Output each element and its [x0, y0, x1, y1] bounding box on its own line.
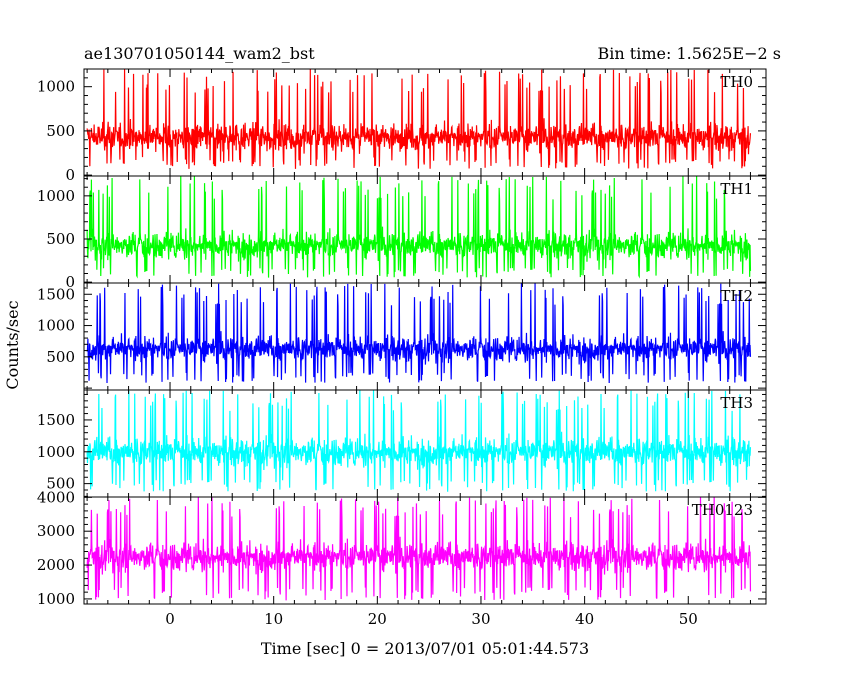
y-tick-label: 1000 [37, 443, 75, 461]
panel-th1: 0 500 1000 TH1 [37, 175, 767, 291]
series-th0 [86, 69, 752, 169]
series-th3 [86, 390, 752, 492]
panel-label: TH2 [720, 287, 753, 305]
y-tick-label: 0 [65, 273, 75, 291]
series-th2 [86, 283, 752, 383]
y-tick-label: 1000 [37, 317, 75, 335]
y-tick-label: 1000 [37, 187, 75, 205]
series-th0123 [86, 497, 752, 601]
chart-title-right: Bin time: 1.5625E−2 s [598, 44, 781, 63]
y-tick-label: 3000 [37, 522, 75, 540]
x-tick-label: 40 [575, 610, 594, 628]
x-tick-label: 50 [679, 610, 698, 628]
y-tick-label: 500 [46, 348, 75, 366]
panel-frame [83, 496, 767, 605]
panel-th2: 500 1000 1500 TH2 [37, 282, 767, 391]
y-tick-label: 1500 [37, 285, 75, 303]
panel-th3: 500 1000 1500 TH3 [37, 389, 767, 498]
y-tick-label: 2000 [37, 556, 75, 574]
y-tick-label: 0 [65, 166, 75, 184]
series-th1 [86, 176, 752, 279]
y-tick-label: 500 [46, 475, 75, 493]
y-tick-label: 1000 [37, 590, 75, 608]
panel-th0123: 1000 2000 3000 4000 TH0123 [37, 488, 767, 608]
chart-title-left: ae130701050144_wam2_bst [84, 44, 315, 63]
y-tick-label: 1500 [37, 411, 75, 429]
x-tick-label: 20 [368, 610, 387, 628]
panel-label: TH0 [720, 73, 753, 91]
y-tick-label: 500 [46, 230, 75, 248]
y-tick-label: 500 [46, 122, 75, 140]
x-tick-label: 30 [471, 610, 490, 628]
panel-label: TH3 [720, 394, 753, 412]
x-tick-label: 10 [264, 610, 283, 628]
panel-th0: 0 500 1000 TH0 [37, 68, 767, 184]
x-axis-ticks: 0 10 20 30 40 50 [165, 610, 698, 628]
panel-label: TH1 [720, 180, 753, 198]
x-tick-label: 0 [165, 610, 175, 628]
y-axis-label: Counts/sec [3, 300, 22, 389]
y-tick-label: 1000 [37, 78, 75, 96]
panel-label: TH0123 [692, 501, 753, 519]
y-tick-label: 4000 [37, 488, 75, 506]
x-axis-label: Time [sec] 0 = 2013/07/01 05:01:44.573 [261, 639, 589, 658]
